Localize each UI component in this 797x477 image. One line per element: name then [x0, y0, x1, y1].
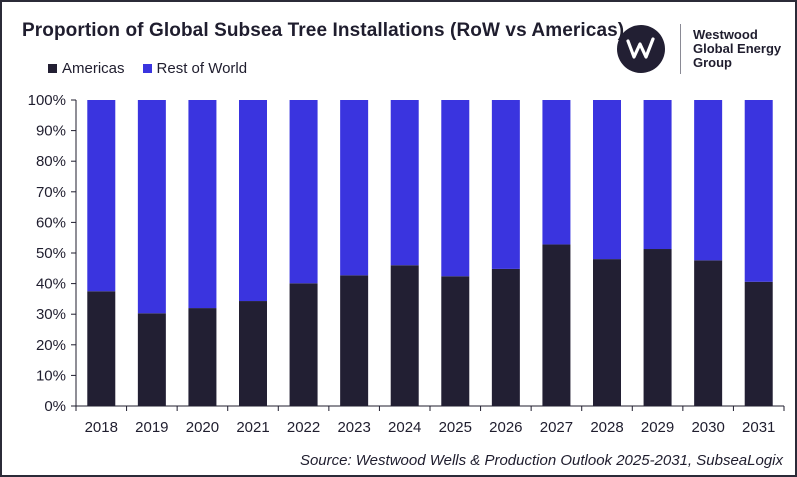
bar-americas-2023: [340, 275, 369, 406]
logo-line-3: Group: [693, 55, 732, 70]
legend: Americas Rest of World: [48, 60, 265, 77]
y-tick-label: 50%: [36, 245, 66, 262]
y-tick-label: 30%: [36, 306, 66, 323]
y-tick-label: 20%: [36, 337, 66, 354]
x-tick-label: 2028: [590, 419, 623, 436]
x-tick-label: 2030: [691, 419, 724, 436]
bar-americas-2031: [744, 281, 773, 406]
bar-americas-2028: [593, 259, 621, 406]
logo-divider: [680, 24, 681, 74]
westwood-w-logo-icon: [617, 25, 665, 73]
x-tick-label: 2021: [236, 419, 269, 436]
bar-americas-2018: [87, 291, 116, 406]
x-tick-label: 2022: [287, 419, 320, 436]
bar-rest-of-world-2026: [491, 100, 520, 269]
bar-americas-2020: [188, 308, 217, 406]
x-tick-label: 2020: [186, 419, 219, 436]
bar-americas-2019: [137, 313, 166, 406]
y-tick-label: 90%: [36, 123, 66, 140]
legend-swatch-americas: [48, 64, 57, 73]
source-note: Source: Westwood Wells & Production Outl…: [299, 452, 783, 469]
bar-rest-of-world-2029: [643, 100, 672, 250]
legend-item-rest-of-world: Rest of World: [142, 60, 248, 77]
legend-swatch-rest-of-world: [142, 64, 152, 73]
logo-line-1: Westwood: [693, 27, 758, 42]
bar-americas-2030: [694, 260, 723, 406]
legend-label-rest-of-world: Rest of World: [156, 60, 248, 77]
y-tick-label: 70%: [36, 184, 66, 201]
x-tick-label: 2023: [337, 419, 370, 436]
company-logo: Westwood Global Energy Group: [616, 24, 781, 74]
x-tick-label: 2025: [439, 419, 472, 436]
x-tick-label: 2027: [540, 419, 573, 436]
y-tick-label: 80%: [36, 153, 66, 170]
x-tick-label: 2026: [489, 419, 522, 436]
chart-title: Proportion of Global Subsea Tree Install…: [22, 20, 625, 41]
y-tick-label: 60%: [36, 214, 66, 231]
bar-rest-of-world-2030: [694, 100, 723, 261]
bar-americas-2029: [643, 249, 672, 406]
bar-americas-2025: [441, 276, 470, 406]
bar-rest-of-world-2028: [593, 100, 621, 260]
bar-americas-2021: [239, 301, 267, 406]
y-tick-label: 10%: [36, 367, 66, 384]
x-tick-label: 2024: [388, 419, 421, 436]
bar-rest-of-world-2021: [239, 100, 267, 302]
x-tick-label: 2029: [641, 419, 674, 436]
legend-item-americas: Americas: [48, 60, 125, 77]
bar-rest-of-world-2022: [289, 100, 318, 284]
bar-rest-of-world-2027: [542, 100, 571, 245]
y-tick-label: 100%: [28, 92, 66, 109]
bar-rest-of-world-2024: [390, 100, 419, 266]
y-tick-label: 0%: [44, 398, 66, 415]
logo-text: Westwood Global Energy Group: [693, 28, 781, 70]
y-tick-label: 40%: [36, 276, 66, 293]
logo-line-2: Global Energy: [693, 41, 782, 56]
bar-rest-of-world-2018: [87, 100, 116, 292]
x-tick-label: 2018: [85, 419, 118, 436]
bar-americas-2026: [491, 268, 520, 406]
bar-americas-2027: [542, 244, 571, 406]
bar-rest-of-world-2019: [137, 100, 166, 314]
x-tick-label: 2019: [135, 419, 168, 436]
bar-americas-2022: [289, 283, 318, 406]
bar-americas-2024: [390, 265, 419, 406]
bar-rest-of-world-2023: [340, 100, 369, 276]
bar-rest-of-world-2020: [188, 100, 217, 309]
legend-label-americas: Americas: [62, 60, 125, 77]
bar-rest-of-world-2031: [744, 100, 773, 282]
bar-rest-of-world-2025: [441, 100, 470, 277]
x-tick-label: 2031: [742, 419, 775, 436]
